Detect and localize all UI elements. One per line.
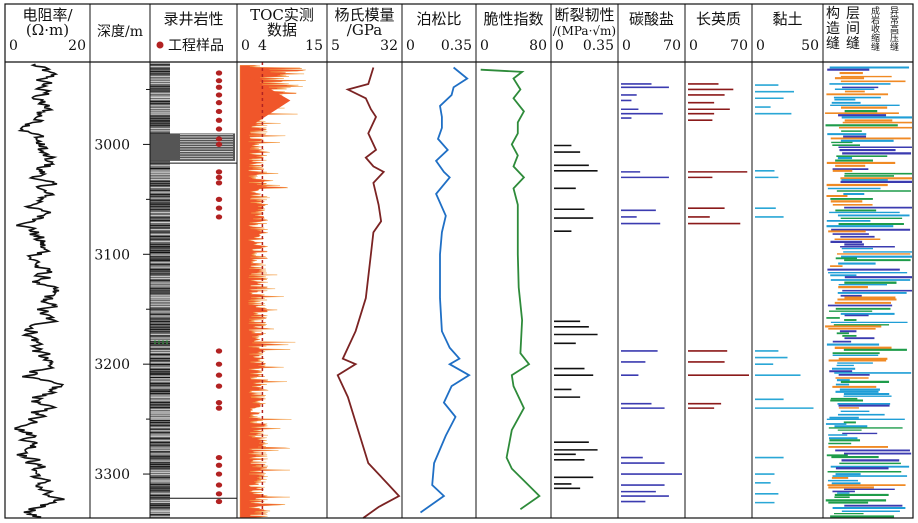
engineering-sample-dot (215, 372, 223, 378)
scale-label-toughness: 0 (555, 38, 564, 54)
track-title-lithology: 录井岩性 (163, 10, 223, 28)
scale-label-poisson: 0 (406, 38, 415, 54)
scale-label-carbonate: 0 (622, 38, 631, 54)
track-title-toc: TOC实测 (250, 6, 314, 24)
track-title-toughness: /(MPa·√m) (553, 24, 616, 38)
depth-tick-label: 3000 (94, 137, 130, 153)
track-title-poisson: 泊松比 (416, 10, 461, 28)
engineering-sample-dot (215, 214, 223, 220)
depth-tick-label: 3300 (94, 467, 130, 483)
engineering-sample-dot (215, 205, 223, 211)
track-title-carbonate: 碳酸盐 (629, 10, 674, 28)
scale-label-poisson: 0.35 (441, 38, 472, 54)
scale-label-youngs: 5 (331, 38, 340, 54)
track-title-toughness: 断裂韧性 (554, 6, 614, 24)
fracture-header-diagenetic: 成岩收缩缝 (869, 5, 880, 52)
scale-label-resistivity: 0 (9, 38, 18, 54)
toc-area (239, 65, 306, 519)
scale-label-clay: 0 (756, 38, 765, 54)
depth-tick-label: 3200 (94, 357, 130, 373)
engineering-sample-dot (215, 169, 223, 175)
scale-label-toc: 15 (305, 38, 323, 54)
fracture-header-interlayer: 缝 (846, 36, 860, 52)
figure-border (4, 3, 914, 519)
engineering-sample-dot (215, 348, 223, 354)
resistivity-curve (14, 63, 65, 518)
depth-axis-label: 深度/m (97, 24, 143, 40)
brittleness-index-curve (480, 68, 541, 510)
fracture-header-structural: 构 (826, 6, 840, 22)
scale-label-youngs: 32 (380, 38, 398, 54)
engineering-sample-dot (215, 462, 223, 468)
engineering-sample-dot (215, 196, 223, 202)
track-title-resistivity: (Ω·m) (26, 21, 69, 39)
fracture-header-overpressure: 异常高压缝 (888, 6, 899, 52)
engineering-sample-dot (215, 400, 223, 406)
toc-wedge (242, 72, 291, 132)
track-title-resistivity: 电阻率/ (22, 6, 73, 24)
lithology-core-block (150, 133, 235, 161)
scale-label-feldspar: 70 (730, 38, 748, 54)
engineering-sample-dot (215, 141, 223, 148)
engineering-sample-dot (215, 383, 223, 389)
poisson-ratio-curve (419, 66, 471, 514)
track-title-brittleness: 脆性指数 (483, 10, 543, 28)
engineering-sample-dot (215, 70, 223, 76)
scale-label-carbonate: 70 (663, 38, 681, 54)
engineering-sample-dot (215, 117, 223, 123)
fracture-header-structural: 造 (826, 21, 840, 37)
engineering-sample-dot (215, 84, 223, 90)
scale-label-toc: 0 (241, 38, 250, 54)
youngs-modulus-curve (336, 67, 401, 519)
scale-label-toc: 4 (258, 38, 267, 54)
engineering-sample-dot (215, 482, 223, 488)
engineering-sample-dot (215, 108, 223, 115)
engineering-sample-dot (215, 92, 223, 98)
engineering-sample-dot (215, 491, 223, 497)
fracture-header-interlayer: 层 (846, 6, 860, 22)
track-title-youngs: /GPa (347, 21, 382, 39)
track-title-clay: 黏土 (772, 10, 802, 28)
engineering-sample-dot (215, 174, 223, 180)
track-title-toc: 数据 (267, 21, 297, 39)
scale-label-feldspar: 0 (689, 38, 698, 54)
engineering-sample-dot (215, 100, 223, 106)
scale-label-clay: 50 (801, 38, 819, 54)
fracture-header-interlayer: 间 (846, 21, 860, 37)
depth-tick-label: 3100 (94, 247, 130, 263)
lithology-legend-label: 工程样品 (168, 38, 224, 54)
scale-label-resistivity: 20 (68, 38, 86, 54)
lithology-column (150, 62, 170, 518)
engineering-sample-dot (215, 361, 223, 367)
engineering-sample-dot (215, 471, 223, 477)
engineering-sample-dot (215, 126, 223, 132)
track-title-youngs: 杨氏模量 (334, 6, 394, 24)
engineering-sample-dot (215, 498, 223, 505)
engineering-sample-dot (215, 136, 223, 142)
engineering-sample-dot (215, 180, 223, 186)
fracture-header-structural: 缝 (826, 36, 840, 52)
scale-label-brittleness: 0 (480, 38, 489, 54)
scale-label-brittleness: 80 (529, 38, 547, 54)
engineering-sample-dot (215, 454, 223, 461)
track-title-feldspar: 长英质 (696, 10, 741, 28)
engineering-sample-dot (215, 405, 223, 411)
engineering-sample-dot (215, 78, 223, 84)
engineering-sample-legend-icon (156, 41, 164, 49)
scale-label-toughness: 0.35 (583, 38, 614, 54)
